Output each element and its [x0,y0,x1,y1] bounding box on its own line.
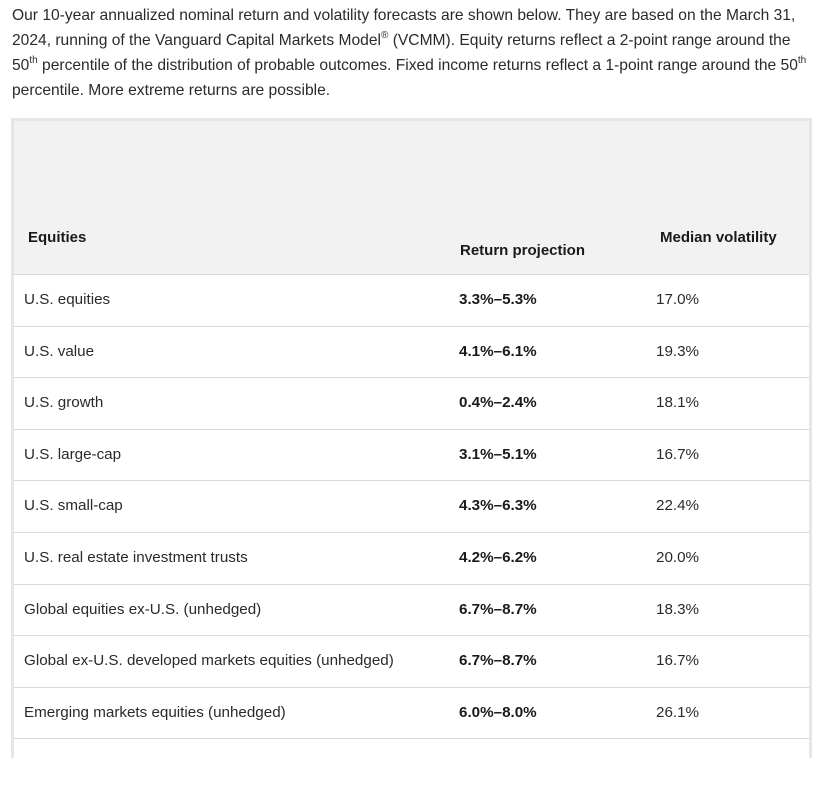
median-volatility-cell: 17.0% [656,291,700,308]
asset-class-cell: U.S. growth [24,394,104,412]
return-projection-cell: 4.2%–6.2% [459,548,537,566]
asset-class-cell: Global ex-U.S. developed markets equitie… [24,652,394,670]
return-projection-cell: 3.1%–5.1% [459,445,537,463]
table-row: U.S. small-cap 4.3%–6.3% 22.4% [14,480,809,532]
median-volatility-cell: 26.1% [656,703,700,721]
table-row: Global equities ex-U.S. (unhedged) 6.7%–… [14,583,809,636]
median-volatility-cell: 18.1% [656,394,700,412]
intro-text-1: Our 10-year annualized nominal return an… [12,7,796,49]
header-equities: Equities [28,229,87,246]
return-projection-cell: 0.4%–2.4% [459,394,537,412]
return-projection-cell: 3.3%–5.3% [459,291,537,308]
table-row-divider [14,738,809,790]
table-row: U.S. equities 3.3%–5.3% 17.0% [14,274,809,326]
asset-class-cell: U.S. small-cap [24,497,123,515]
median-volatility-cell: 18.3% [656,600,700,618]
ordinal-suffix-1: th [29,54,38,66]
return-projection-cell: 4.3%–6.3% [459,497,537,515]
asset-class-cell: U.S. real estate investment trusts [24,548,248,566]
ordinal-suffix-2: th [797,54,807,66]
asset-class-cell: U.S. large-cap [24,445,122,463]
asset-class-cell: U.S. value [24,342,95,360]
header-return-projection: Return projection [460,242,586,259]
table-header: Equities Return projection Median volati… [14,121,809,274]
table-row: Global ex-U.S. developed markets equitie… [14,635,809,687]
median-volatility-cell: 16.7% [656,445,700,463]
intro-text-4: percentile. More extreme returns are pos… [12,82,331,99]
median-volatility-cell: 22.4% [656,497,700,515]
return-projection-cell: 4.1%–6.1% [459,342,537,360]
table-row: U.S. value 4.1%–6.1% 19.3% [14,325,809,378]
asset-class-cell: U.S. equities [24,291,111,308]
intro-text-3: percentile of the distribution of probab… [37,57,798,74]
table-row: U.S. growth 0.4%–2.4% 18.1% [14,377,809,429]
intro-text-2: (VCMM). Equity returns reflect a 2-point… [12,32,791,74]
median-volatility-cell: 20.0% [656,548,700,566]
median-volatility-cell: 19.3% [656,342,700,360]
table-row: U.S. real estate investment trusts 4.2%–… [14,531,809,584]
median-volatility-cell: 16.7% [656,652,700,670]
return-projection-cell: 6.7%–8.7% [459,652,537,670]
table-row: U.S. large-cap 3.1%–5.1% 16.7% [14,428,809,481]
return-projection-cell: 6.0%–8.0% [459,703,537,721]
asset-class-cell: Emerging markets equities (unhedged) [24,703,286,721]
table-body: U.S. equities 3.3%–5.3% 17.0% U.S. value… [14,274,809,790]
intro-paragraph: Our 10-year annualized nominal return an… [12,3,812,103]
registered-mark: ® [381,29,389,41]
header-median-volatility: Median volatility [660,229,777,246]
forecast-table: Equities Return projection Median volati… [11,118,812,758]
return-projection-cell: 6.7%–8.7% [459,600,537,618]
table-row: Emerging markets equities (unhedged) 6.0… [14,686,809,739]
asset-class-cell: Global equities ex-U.S. (unhedged) [24,600,262,618]
